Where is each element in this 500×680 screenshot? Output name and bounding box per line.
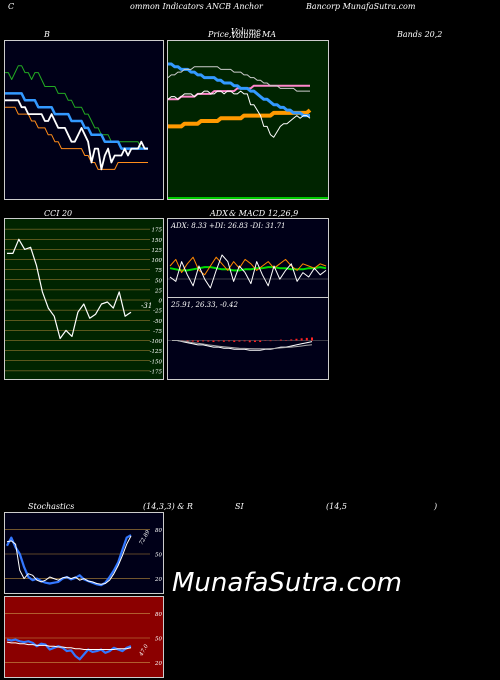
rsi-tick-label: 20 bbox=[154, 661, 162, 667]
cci-tick-label: -150 bbox=[150, 359, 163, 365]
cci-tick-label: 150 bbox=[152, 238, 163, 244]
adx-panel: ADX: 8.33 +DI: 26.83 -DI: 31.71 bbox=[167, 218, 329, 298]
stoch-tick-label: 80 bbox=[155, 528, 162, 534]
cci-tick-label: 75 bbox=[155, 268, 162, 274]
rsi-tick-label: 50 bbox=[155, 637, 162, 643]
cci-tick-label: 50 bbox=[155, 278, 162, 284]
rsi-rsi-ma-line bbox=[6, 641, 132, 650]
macd-macd-line-line bbox=[172, 340, 313, 351]
rsi-title-2: (14,5 bbox=[326, 502, 347, 511]
cci-tick-label: -25 bbox=[153, 309, 162, 315]
adx-adx-line bbox=[169, 266, 327, 272]
rsi-last-label: 47.0 bbox=[138, 643, 150, 658]
cci-tick-label: 175 bbox=[152, 228, 163, 234]
stochastics-panel: 80 50 20 72.89 bbox=[4, 512, 164, 594]
stoch-d-line bbox=[6, 535, 132, 585]
rsi-rsi-line bbox=[6, 638, 132, 661]
pv-ma-orange-line bbox=[168, 108, 312, 129]
macd-values-label: 25.91, 26.33, -0.42 bbox=[170, 301, 238, 309]
cci-last-label: -31 bbox=[141, 302, 152, 310]
header-left: C bbox=[8, 2, 15, 11]
stoch-last-label: 72.89 bbox=[139, 529, 152, 546]
cci-tick-label: -100 bbox=[150, 339, 163, 345]
pv-price-line bbox=[168, 90, 311, 138]
price-volume-panel bbox=[167, 40, 329, 200]
adx-minus-di-line bbox=[169, 254, 327, 289]
cci-tick-label: 0 bbox=[159, 299, 163, 305]
watermark: MunafaSutra.com bbox=[172, 568, 403, 598]
rsi-title-3: ) bbox=[434, 502, 438, 511]
cci-panel: 175 150 125 100 75 50 25 0 -25 -50 -75 -100 -125 -150… bbox=[4, 218, 164, 380]
stoch-tick-label: 20 bbox=[154, 577, 162, 583]
adx-title-2: & MACD 12,26,9 bbox=[229, 209, 299, 218]
rsi-panel: 80 50 20 47.0 bbox=[4, 596, 164, 678]
adx-values-label: ADX: 8.33 +DI: 26.83 -DI: 31.71 bbox=[170, 222, 286, 230]
rsi-tick-label: 80 bbox=[155, 612, 162, 618]
pv-title-2: Volume bbox=[231, 27, 261, 36]
adx-plus-di-line bbox=[169, 256, 327, 276]
stoch-title-1: Stochastics bbox=[28, 502, 75, 511]
header-middle: ommon Indicators ANCB Anchor bbox=[130, 2, 263, 11]
bollinger-panel bbox=[4, 40, 164, 200]
cci-tick-label: 125 bbox=[152, 248, 163, 254]
pv-title-4: MA bbox=[262, 30, 276, 39]
pv-ma-white-line bbox=[168, 66, 310, 92]
bb-price-line bbox=[5, 99, 148, 171]
rsi-title-1: SI bbox=[235, 502, 244, 511]
stoch-title-2: (14,3,3) & R bbox=[143, 502, 193, 511]
pv-ma-blue-line bbox=[168, 62, 310, 118]
bands-title: Bands 20,2 bbox=[397, 30, 443, 39]
cci-tick-label: 100 bbox=[152, 258, 163, 264]
cci-tick-label: 25 bbox=[154, 288, 162, 294]
cci-tick-label: -75 bbox=[153, 329, 162, 335]
bb-upper-line bbox=[5, 65, 148, 150]
macd-panel: 25.91, 26.33, -0.42 bbox=[167, 297, 329, 380]
adx-title-1: ADX bbox=[210, 209, 228, 218]
macd-signal-line bbox=[172, 340, 313, 350]
pv-title-3: Volume bbox=[231, 31, 261, 40]
bb-lower-line bbox=[5, 106, 148, 170]
bb-middle-line bbox=[5, 92, 148, 150]
cci-tick-label: -125 bbox=[150, 349, 163, 355]
pv-title-1: Price, bbox=[208, 30, 232, 39]
cci-line bbox=[7, 238, 132, 340]
cci-tick-label: -50 bbox=[153, 319, 162, 325]
cci-title: CCI 20 bbox=[44, 209, 73, 218]
header-right: Bancorp MunafaSutra.com bbox=[306, 2, 416, 11]
bb-title: B bbox=[44, 30, 50, 39]
cci-tick-label: -175 bbox=[150, 369, 163, 375]
stoch-tick-label: 50 bbox=[155, 553, 162, 559]
